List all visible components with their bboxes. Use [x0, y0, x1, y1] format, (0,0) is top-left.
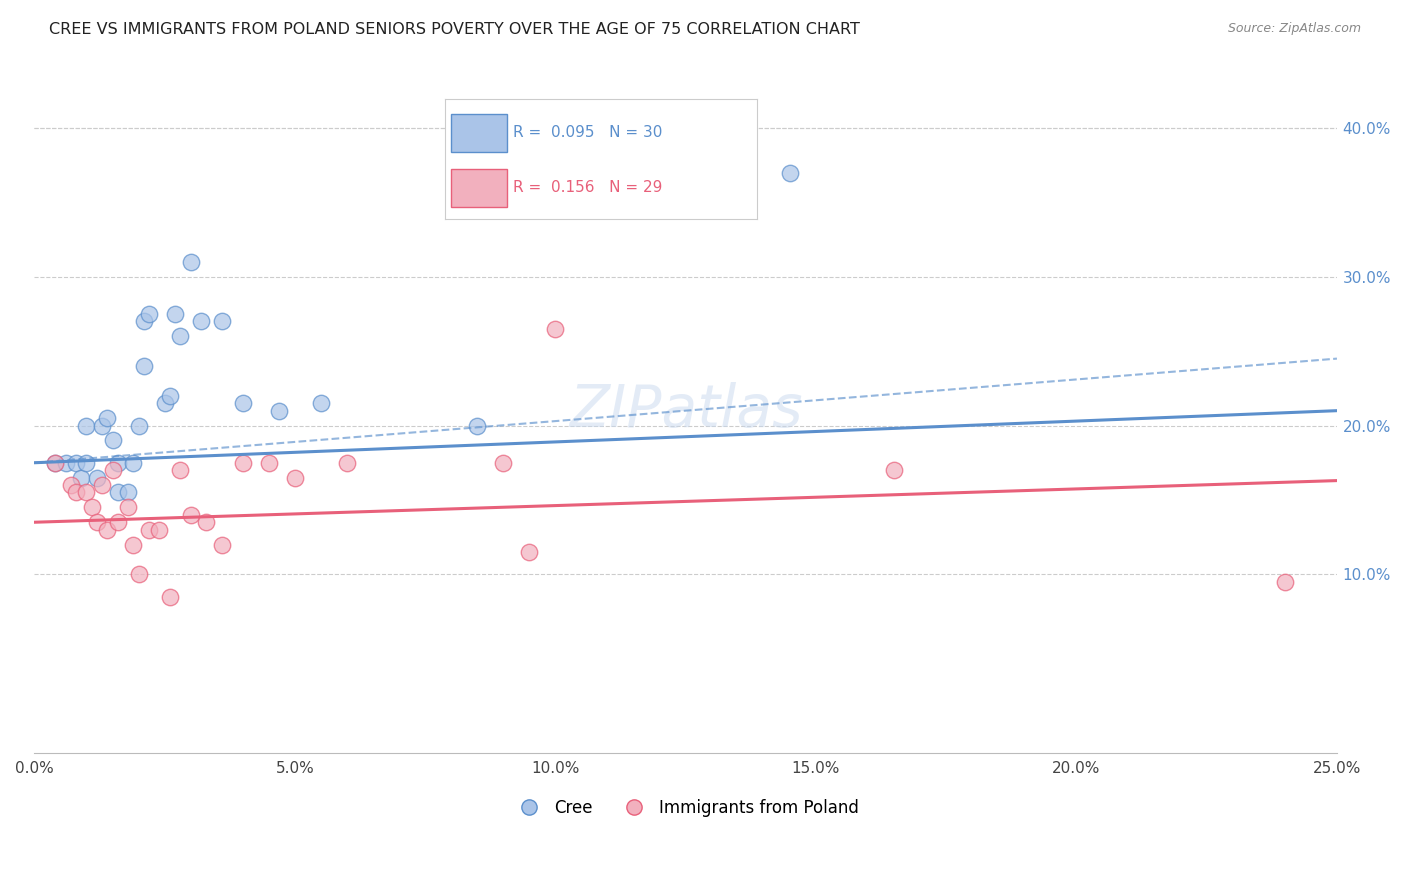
Point [169, 463, 191, 477]
Point [465, 418, 488, 433]
Point [91, 418, 114, 433]
Point [1274, 574, 1296, 589]
Point [517, 545, 540, 559]
Point [76, 485, 98, 500]
Point [65, 485, 87, 500]
Point [138, 307, 160, 321]
Point [883, 463, 905, 477]
Point [269, 403, 291, 417]
Point [309, 396, 332, 410]
Point [107, 485, 129, 500]
Point [284, 470, 307, 484]
Point [180, 508, 202, 522]
Point [195, 515, 218, 529]
Point [180, 255, 202, 269]
Text: CREE VS IMMIGRANTS FROM POLAND SENIORS POVERTY OVER THE AGE OF 75 CORRELATION CH: CREE VS IMMIGRANTS FROM POLAND SENIORS P… [49, 22, 860, 37]
Point [779, 166, 801, 180]
Point [132, 314, 155, 328]
Point [128, 418, 150, 433]
Point [169, 329, 191, 343]
Point [148, 523, 170, 537]
Point [153, 396, 176, 410]
Point [122, 537, 145, 551]
Point [44, 456, 66, 470]
Point [44, 456, 66, 470]
Point [107, 515, 129, 529]
Point [138, 523, 160, 537]
Point [76, 456, 98, 470]
Point [122, 456, 145, 470]
Point [211, 537, 233, 551]
Point [232, 456, 254, 470]
Point [165, 307, 187, 321]
Point [544, 322, 567, 336]
Point [492, 456, 515, 470]
Point [91, 478, 114, 492]
Point [96, 411, 118, 425]
Point [101, 463, 124, 477]
Point [76, 418, 98, 433]
Point [101, 434, 124, 448]
Point [80, 500, 103, 515]
Legend: Cree, Immigrants from Poland: Cree, Immigrants from Poland [506, 792, 866, 823]
Point [211, 314, 233, 328]
Text: Source: ZipAtlas.com: Source: ZipAtlas.com [1227, 22, 1361, 36]
Point [86, 470, 108, 484]
Point [257, 456, 280, 470]
Point [159, 590, 181, 604]
Point [59, 478, 82, 492]
Point [159, 389, 181, 403]
Text: ZIPatlas: ZIPatlas [569, 382, 803, 439]
Point [117, 500, 139, 515]
Point [190, 314, 212, 328]
Point [128, 567, 150, 582]
Point [96, 523, 118, 537]
Point [70, 470, 93, 484]
Point [117, 485, 139, 500]
Point [336, 456, 359, 470]
Point [86, 515, 108, 529]
Point [132, 359, 155, 373]
Point [107, 456, 129, 470]
Point [232, 396, 254, 410]
Point [55, 456, 77, 470]
Point [65, 456, 87, 470]
